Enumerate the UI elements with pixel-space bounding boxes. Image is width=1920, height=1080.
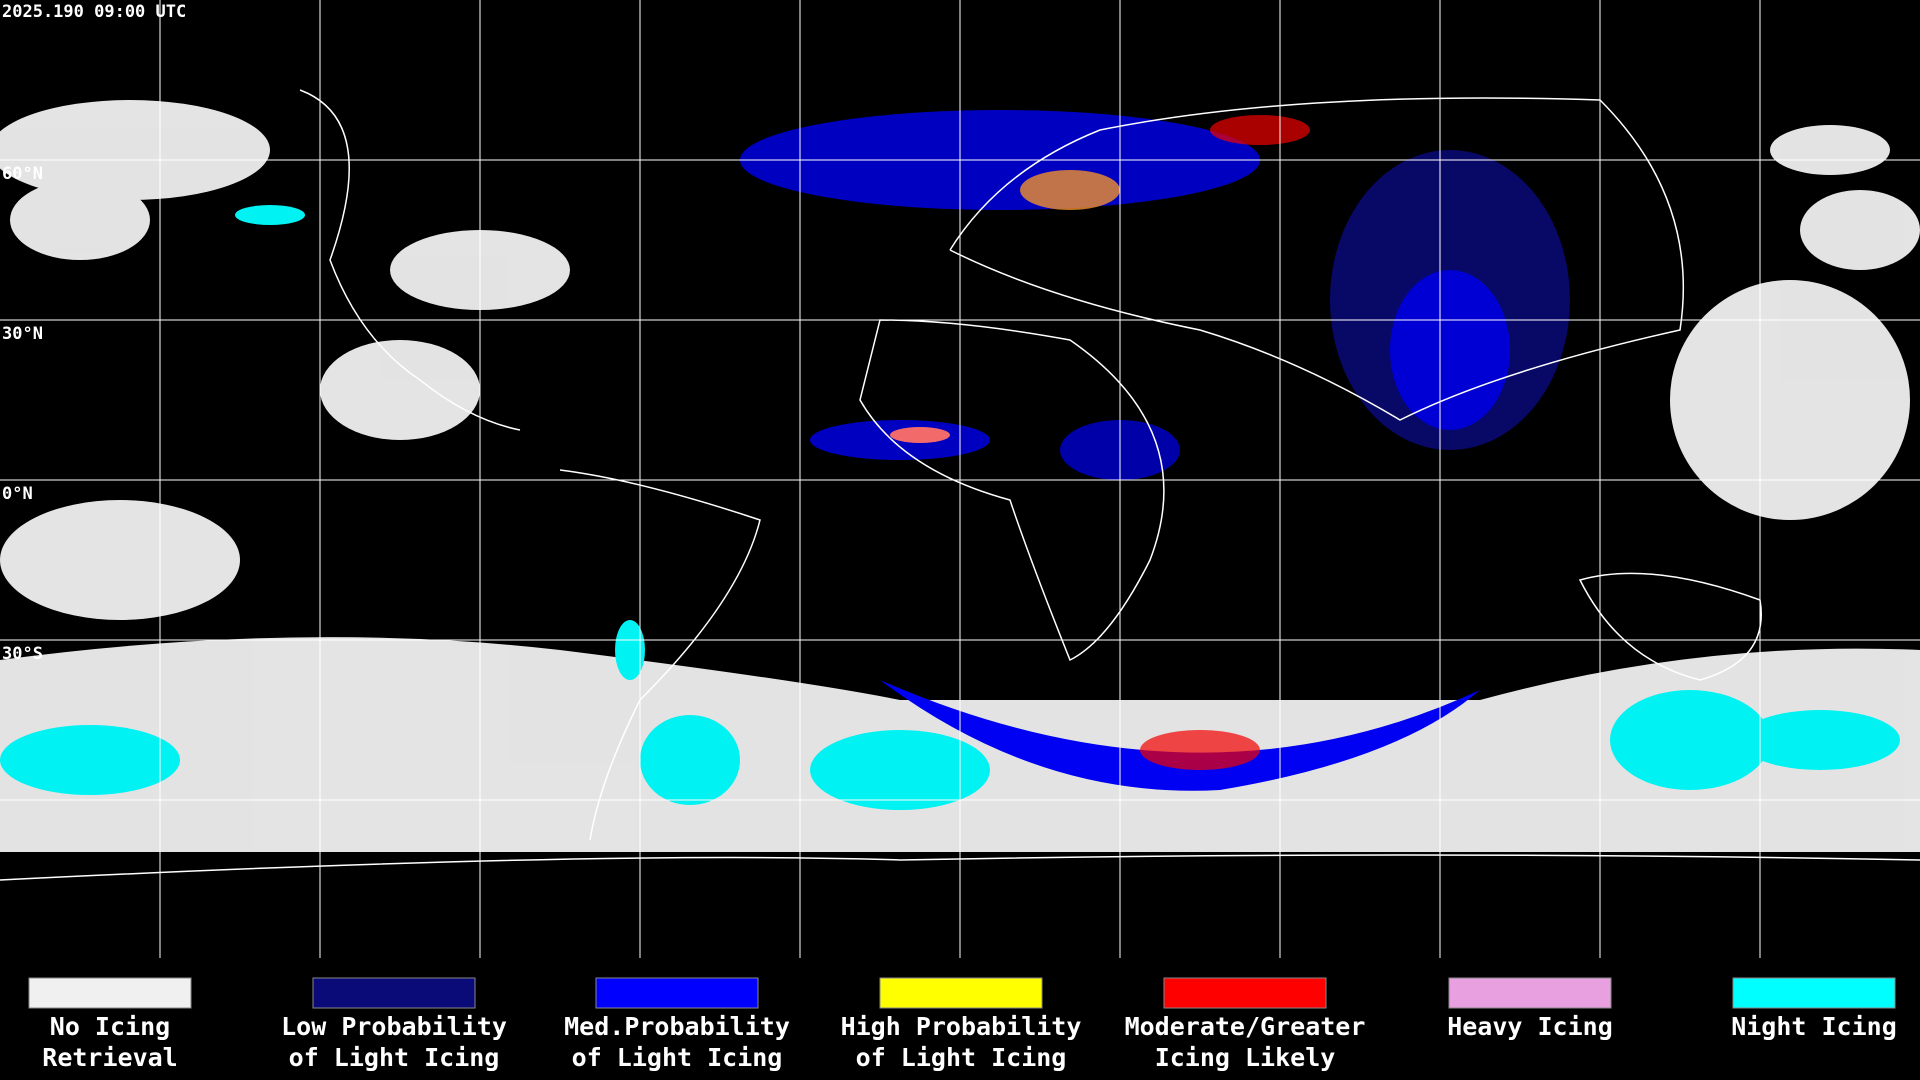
icing (1020, 170, 1120, 210)
latitude-label: 30°N (2, 324, 43, 344)
legend-label: Night Icing (1731, 1012, 1897, 1041)
legend-label: No Icing (50, 1012, 170, 1041)
night-icing (1740, 710, 1900, 770)
legend-swatch (595, 977, 759, 1009)
icing (880, 680, 1480, 791)
cloud (0, 100, 270, 200)
icing (1140, 730, 1260, 770)
cloud (320, 340, 480, 440)
legend-swatch (879, 977, 1043, 1009)
legend-label: Icing Likely (1155, 1043, 1336, 1072)
coastline (949, 97, 1685, 421)
cloud (10, 180, 150, 260)
legend-label: of Light Icing (856, 1043, 1067, 1072)
coastline (299, 89, 521, 431)
coastline (1578, 572, 1762, 681)
legend-label: of Light Icing (289, 1043, 500, 1072)
legend-label: High Probability (841, 1012, 1082, 1041)
legend-swatch (1732, 977, 1896, 1009)
legend-label: Moderate/Greater (1125, 1012, 1366, 1041)
legend-swatch (1163, 977, 1327, 1009)
legend-label: Med.Probability (564, 1012, 790, 1041)
legend-swatch (1448, 977, 1612, 1009)
graticule (0, 0, 1920, 958)
night-icing (810, 730, 990, 810)
cloud (1770, 125, 1890, 175)
timestamp: 2025.190 09:00 UTC (2, 2, 186, 22)
coastline (0, 854, 1920, 881)
latitude-label: 30°S (2, 644, 43, 664)
latitude-label: 0°N (2, 484, 33, 504)
cloud (1800, 190, 1920, 270)
coastlines (0, 89, 1920, 881)
coastline (859, 319, 1165, 662)
night-icing (235, 205, 305, 225)
legend-label: Retrieval (42, 1043, 177, 1072)
night-icing (1610, 690, 1770, 790)
icing (1210, 115, 1310, 145)
night-icing (0, 725, 180, 795)
latitude-labels: 60°N 30°N 0°N 30°S (2, 164, 43, 664)
legend-label: of Light Icing (572, 1043, 783, 1072)
icing (1390, 270, 1510, 430)
legend-swatch (28, 977, 192, 1009)
legend-swatch (312, 977, 476, 1009)
coastline (559, 469, 761, 841)
night-icing (640, 715, 740, 805)
latitude-label: 60°N (2, 164, 43, 184)
cloud (0, 500, 240, 620)
legend-label: Heavy Icing (1447, 1012, 1613, 1041)
icing (890, 427, 950, 443)
cloud (1670, 280, 1910, 520)
legend-label: Low Probability (281, 1012, 507, 1041)
night-icing (615, 620, 645, 680)
